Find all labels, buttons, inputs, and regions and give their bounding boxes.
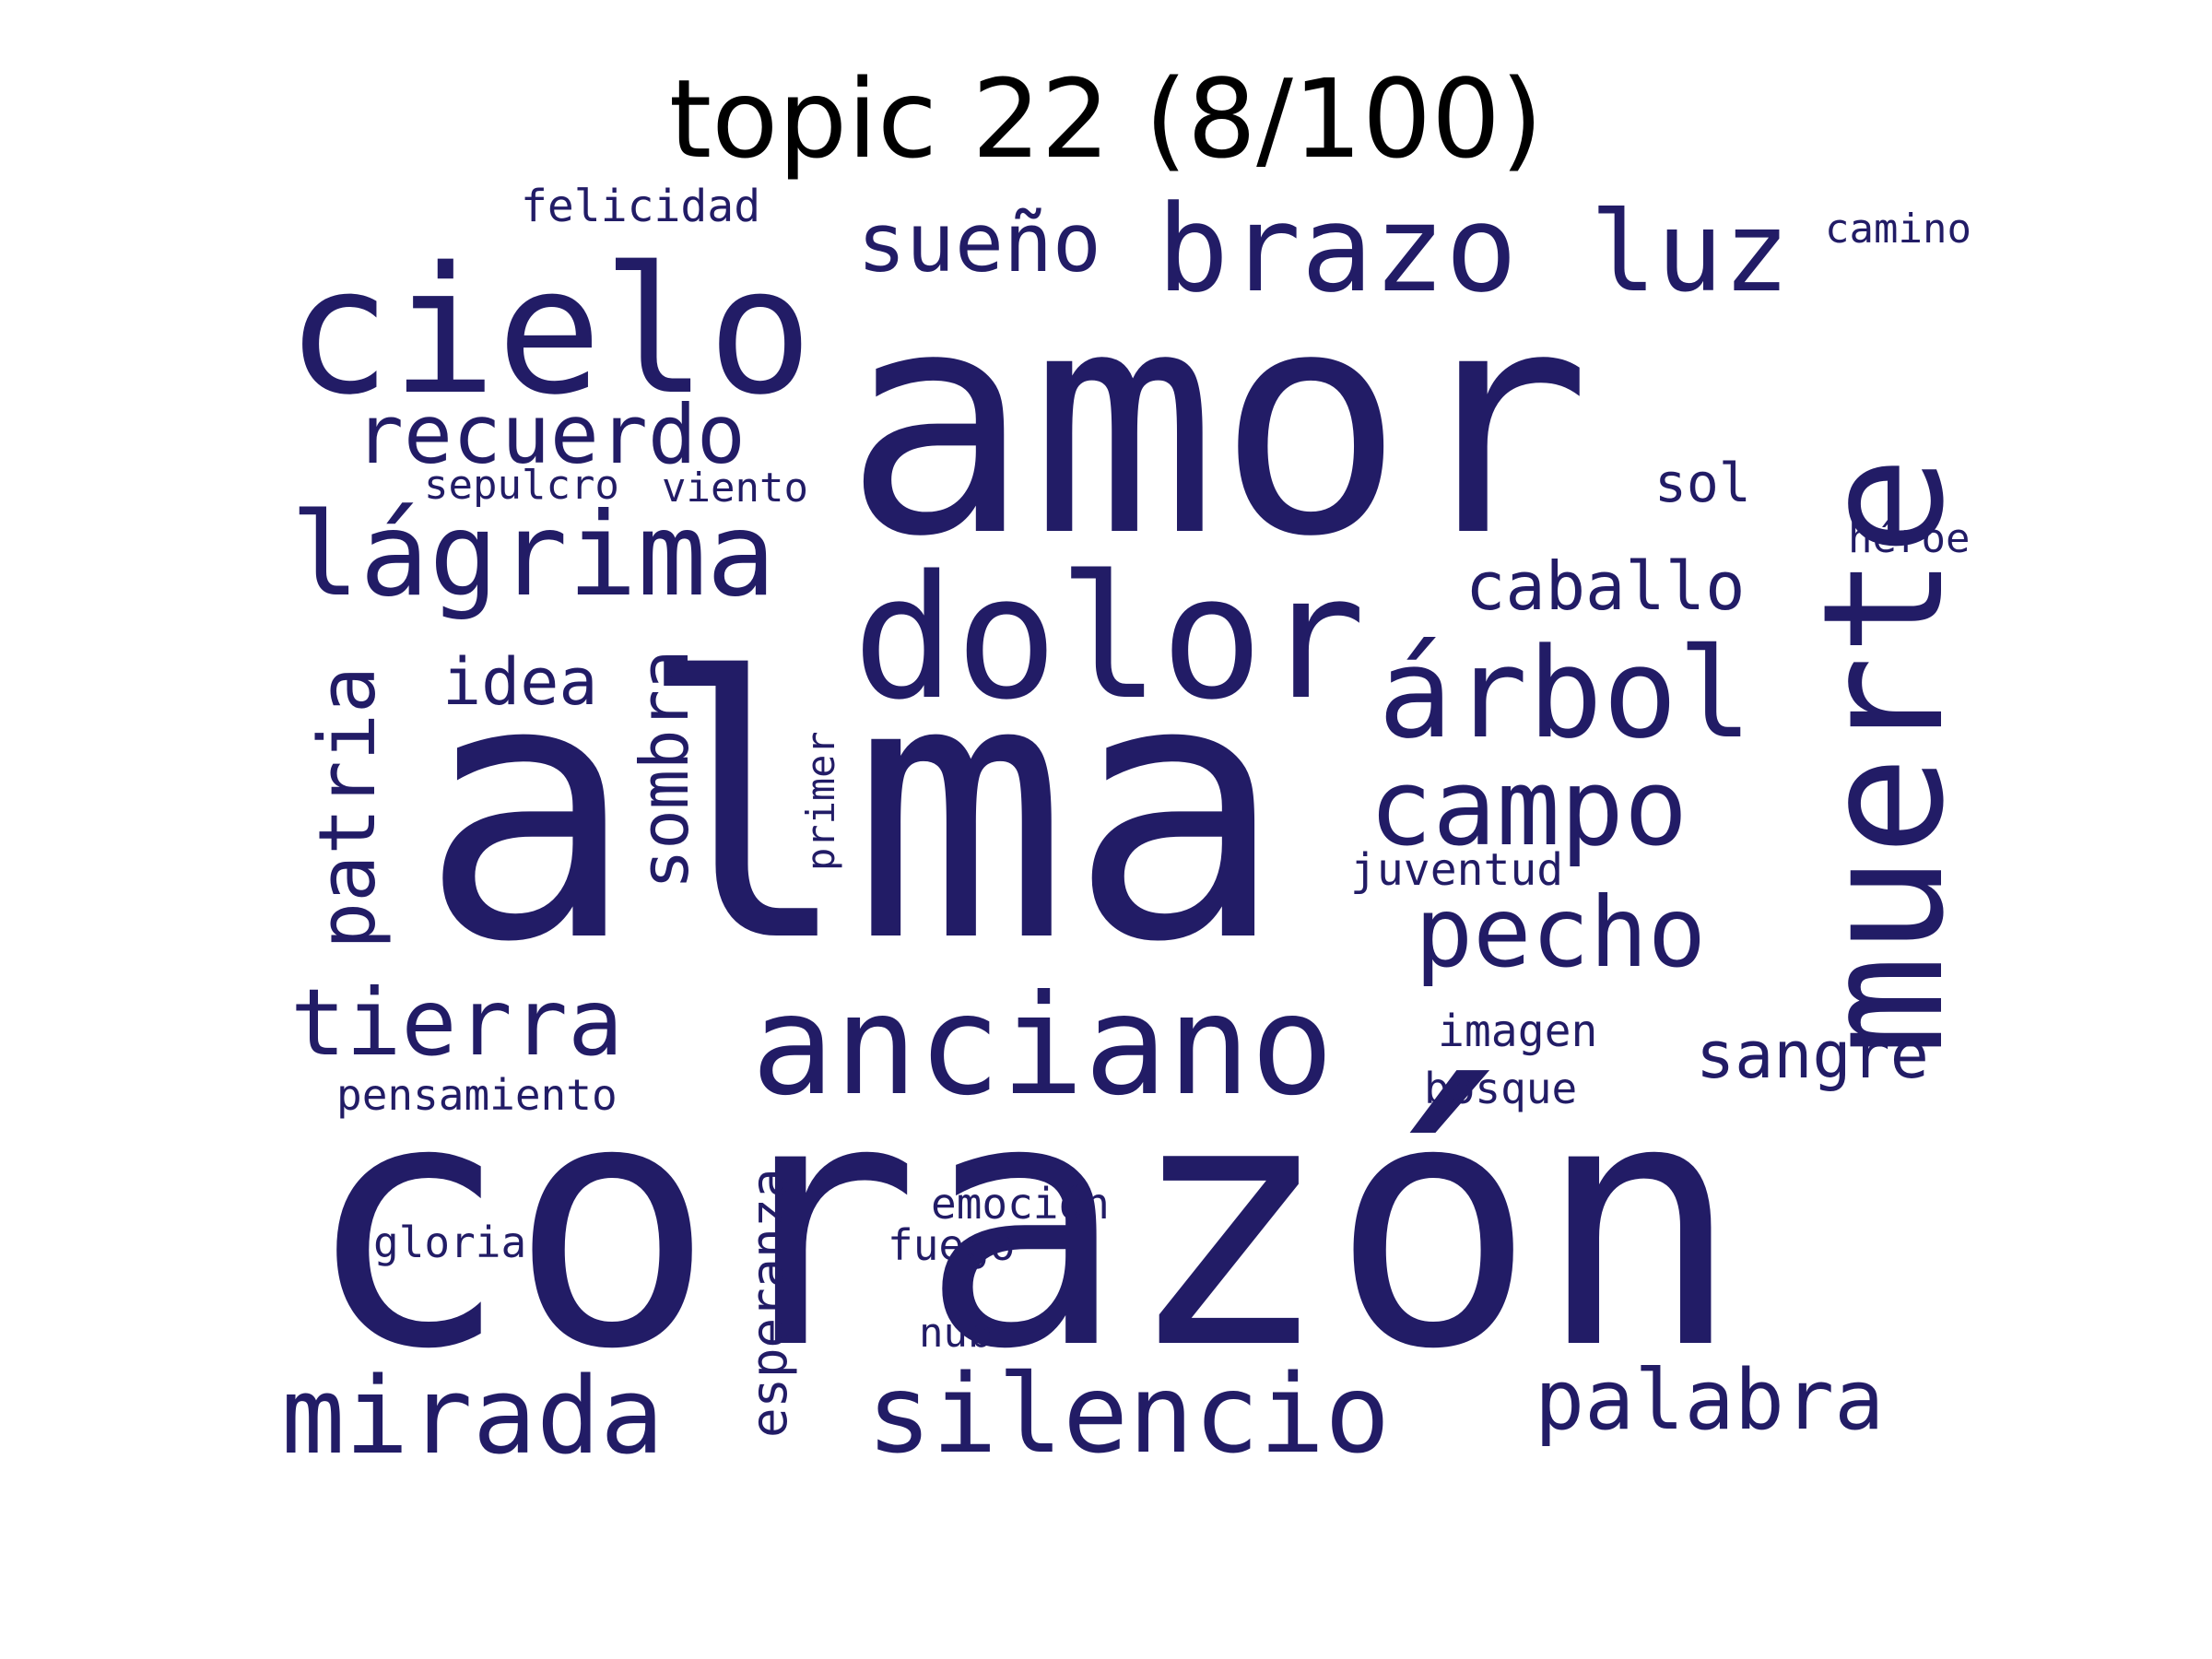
word-brazo: brazo (1157, 179, 1518, 319)
word-sol: sol (1654, 452, 1751, 514)
word-sepulcro: sepulcro (424, 462, 619, 509)
word-cielo: cielo (286, 229, 813, 433)
word-mirada: mirada (281, 1355, 665, 1478)
word-palabra: palabra (1535, 1352, 1885, 1449)
word-pensamiento: pensamiento (336, 1070, 618, 1120)
word-sombra: sombra (626, 649, 703, 889)
word-alma: alma (419, 602, 1286, 1020)
cloud-title: topic 22 (8/100) (668, 55, 1544, 182)
word-anciano: anciano (751, 966, 1335, 1126)
word-corazon: corazón (304, 1028, 1742, 1424)
word-gloria: gloria (373, 1218, 527, 1267)
word-imagen: imagen (1438, 1006, 1598, 1057)
word-luz: luz (1590, 189, 1790, 317)
word-campo: campo (1369, 747, 1688, 870)
word-patria: patria (302, 665, 394, 949)
word-viento: viento (662, 465, 808, 512)
word-amor: amor (843, 243, 1592, 605)
word-primer: primer (798, 731, 843, 871)
word-camino: camino (1825, 206, 1971, 253)
word-dolor: dolor (853, 538, 1366, 737)
word-fuego: fuego (888, 1220, 1016, 1270)
word-caballo: caballo (1465, 547, 1746, 625)
word-emocion: emoción (931, 1179, 1110, 1229)
word-tierra: tierra (290, 969, 624, 1077)
word-arbol: árbol (1378, 621, 1753, 766)
word-silencio: silencio (866, 1350, 1391, 1477)
word-sangre: sangre (1696, 1018, 1929, 1093)
word-sueno: sueño (857, 195, 1101, 290)
word-nube: nube (919, 1310, 1017, 1357)
word-heroe: héroe (1848, 515, 1971, 562)
word-idea: idea (442, 644, 598, 720)
word-pecho: pecho (1415, 877, 1707, 989)
word-recuerdo: recuerdo (355, 387, 746, 482)
word-felicidad: felicidad (521, 181, 761, 232)
word-bosque: bosque (1424, 1064, 1578, 1113)
word-esperanza: esperanza (740, 1168, 798, 1438)
word-muerte: muerte (1788, 455, 1981, 1055)
word-juventud: juventud (1350, 844, 1564, 896)
word-lagrima: lágrima (290, 488, 776, 622)
